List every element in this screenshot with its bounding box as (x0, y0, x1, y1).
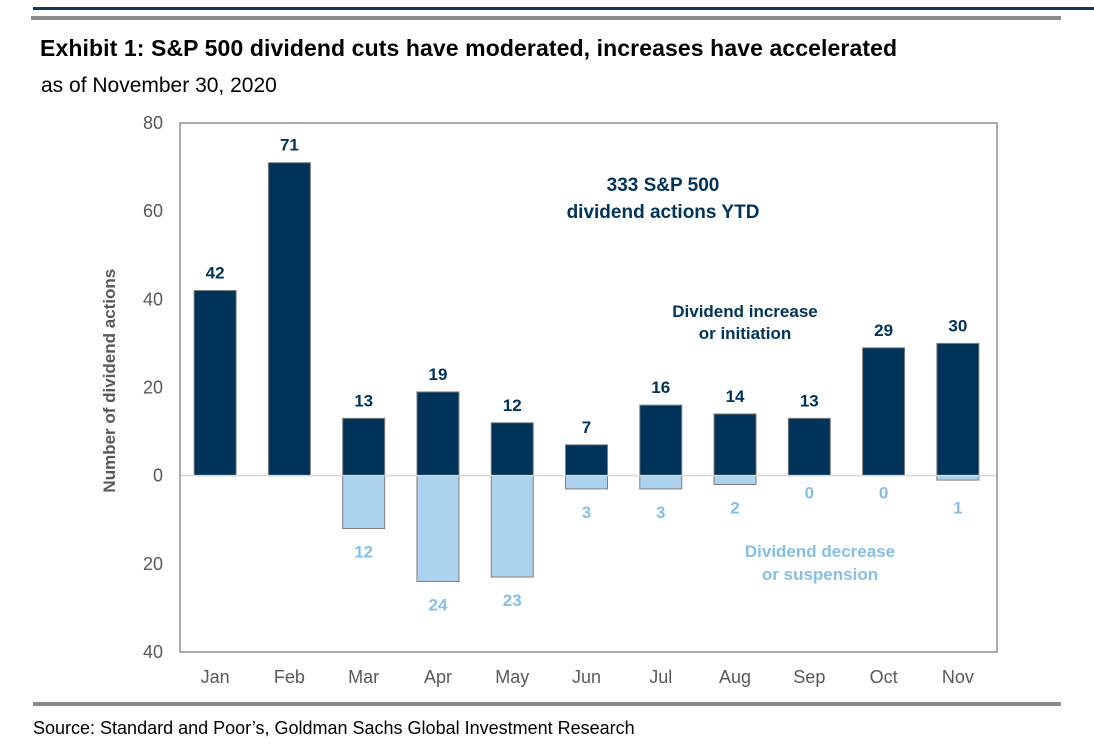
data-label-decrease-jul: 3 (656, 503, 665, 522)
bar-decrease-jul (639, 475, 683, 490)
y-tick-3: 20 (143, 378, 163, 398)
bar-increase-feb (267, 162, 311, 477)
data-label-decrease-nov: 1 (953, 499, 962, 518)
exhibit-subtitle: as of November 30, 2020 (41, 74, 277, 97)
x-tick-oct: Oct (870, 667, 898, 687)
data-label-increase-mar: 13 (354, 391, 373, 410)
bar-increase-sep (787, 417, 831, 477)
y-axis-label: Number of dividend actions (100, 269, 119, 493)
data-label-increase-sep: 13 (800, 391, 819, 410)
bar-increase-jun (565, 444, 608, 477)
data-label-decrease-sep: 0 (805, 484, 814, 503)
x-tick-apr: Apr (424, 667, 452, 687)
x-tick-jan: Jan (201, 667, 230, 687)
bar-decrease-apr (416, 475, 460, 582)
y-tick-5: 20 (143, 554, 163, 574)
x-axis-ticks: Jan Feb Mar Apr May Jun Jul Aug Sep Oct Nov (201, 667, 974, 687)
plot-frame (179, 122, 998, 653)
exhibit-title: Exhibit 1: S&P 500 dividend cuts have mo… (40, 35, 898, 61)
bar-increase-apr (416, 391, 460, 477)
bar-decrease-jun (565, 475, 608, 490)
y-axis-ticks: 80 60 40 20 0 20 40 (143, 113, 163, 662)
data-label-increase-aug: 14 (726, 387, 745, 406)
total-annotation-line-2: dividend actions YTD (567, 202, 760, 223)
bar-increase-may (490, 422, 534, 477)
data-label-increase-may: 12 (503, 396, 522, 415)
bottom-rule (33, 702, 1061, 706)
legend-increase-line-1: Dividend increase (672, 302, 818, 321)
x-tick-may: May (495, 667, 529, 687)
legend-decrease-line-2: or suspension (762, 565, 878, 584)
bar-decrease-may (490, 475, 534, 578)
data-label-decrease-mar: 12 (354, 543, 373, 562)
y-tick-0: 80 (143, 113, 163, 133)
y-tick-2: 40 (143, 289, 163, 309)
x-tick-jun: Jun (572, 667, 601, 687)
data-label-increase-apr: 19 (428, 365, 447, 384)
y-tick-4: 0 (153, 466, 163, 486)
data-label-increase-feb: 71 (280, 136, 299, 155)
data-label-decrease-aug: 2 (730, 499, 739, 518)
data-label-increase-oct: 29 (874, 321, 893, 340)
bar-increase-jan (193, 290, 237, 477)
data-label-decrease-jun: 3 (582, 503, 591, 522)
data-label-increase-nov: 30 (948, 316, 967, 335)
data-label-increase-jun: 7 (582, 418, 591, 437)
data-label-decrease-may: 23 (503, 591, 522, 610)
data-labels: 42 71 13 12 19 24 12 23 7 3 16 3 14 2 13 0 29 0 30 1 (206, 136, 968, 615)
bar-decrease-aug (713, 475, 757, 485)
x-tick-feb: Feb (274, 667, 305, 687)
data-label-decrease-apr: 24 (428, 595, 447, 614)
y-tick-1: 60 (143, 201, 163, 221)
x-tick-nov: Nov (942, 667, 974, 687)
bar-decrease-mar (342, 475, 386, 530)
bar-increase-oct (862, 347, 906, 477)
top-rule-grey (31, 16, 1061, 20)
y-tick-6: 40 (143, 642, 163, 662)
bar-increase-aug (713, 413, 757, 477)
x-tick-jul: Jul (649, 667, 672, 687)
bar-increase-nov (936, 342, 980, 477)
data-label-increase-jan: 42 (206, 264, 225, 283)
bars-group (193, 162, 980, 582)
x-tick-aug: Aug (719, 667, 751, 687)
top-rule-dark (33, 7, 1094, 10)
bar-increase-mar (342, 417, 386, 477)
x-tick-sep: Sep (793, 667, 825, 687)
legend-increase-line-2: or initiation (699, 324, 792, 343)
data-label-decrease-oct: 0 (879, 484, 888, 503)
source-note: Source: Standard and Poor’s, Goldman Sac… (33, 718, 635, 738)
data-label-increase-jul: 16 (651, 378, 670, 397)
legend-decrease-line-1: Dividend decrease (745, 542, 895, 561)
bar-increase-jul (639, 404, 683, 477)
x-tick-mar: Mar (348, 667, 379, 687)
total-annotation-line-1: 333 S&P 500 (607, 175, 720, 196)
